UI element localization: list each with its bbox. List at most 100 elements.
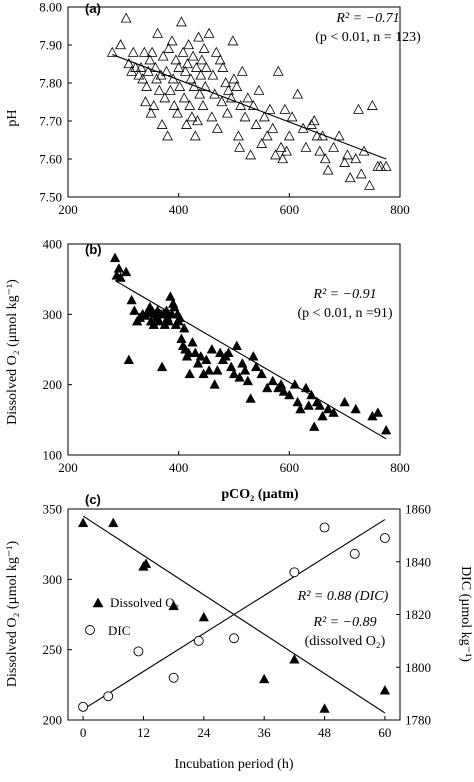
data-point bbox=[135, 61, 147, 72]
y-left-tick-label: 250 bbox=[43, 642, 63, 657]
data-point bbox=[380, 424, 392, 435]
data-point bbox=[309, 421, 320, 431]
data-point bbox=[174, 312, 185, 322]
panel-a-ticks: 200 400 600 800 7.50 7.60 7.70 7.80 7.90 8.00 bbox=[39, 0, 410, 217]
data-point bbox=[176, 16, 187, 27]
data-point bbox=[245, 393, 256, 403]
data-point bbox=[203, 365, 215, 375]
x-tick-label: 800 bbox=[390, 460, 410, 475]
data-point bbox=[306, 118, 317, 129]
dic-data-point bbox=[78, 701, 89, 712]
data-point bbox=[237, 358, 248, 368]
dic-data-point bbox=[103, 691, 114, 702]
data-point bbox=[364, 179, 375, 190]
x-tick-label: 48 bbox=[318, 725, 331, 740]
data-point bbox=[195, 69, 207, 80]
data-point bbox=[322, 164, 334, 175]
panel-c-annotation-o2-r2: R² = −0.89 bbox=[312, 615, 376, 630]
data-point bbox=[256, 137, 268, 148]
legend-o2-label: Dissolved O₂ bbox=[110, 595, 179, 610]
panel-c-xlabel: Incubation period (h) bbox=[175, 757, 294, 772]
data-point bbox=[120, 266, 132, 277]
data-point bbox=[233, 130, 244, 141]
data-point bbox=[250, 118, 262, 129]
data-point bbox=[317, 410, 328, 421]
data-point bbox=[228, 368, 240, 379]
data-point bbox=[319, 153, 331, 164]
data-point bbox=[234, 141, 245, 152]
data-point bbox=[297, 122, 309, 133]
data-point bbox=[150, 61, 161, 72]
data-point bbox=[187, 50, 199, 61]
data-point bbox=[129, 305, 140, 315]
data-point bbox=[190, 61, 202, 72]
panel-b-label: (b) bbox=[85, 242, 102, 257]
data-point bbox=[156, 118, 168, 129]
data-point bbox=[281, 145, 292, 156]
y-right-tick-label: 1840 bbox=[405, 554, 431, 569]
dic-data-point bbox=[379, 533, 390, 543]
data-point bbox=[209, 88, 221, 99]
data-point bbox=[180, 118, 192, 129]
panel-b-annotation-r2: R² = −0.91 bbox=[312, 287, 376, 302]
data-point bbox=[203, 27, 215, 38]
data-point bbox=[157, 50, 169, 61]
data-point bbox=[231, 80, 243, 91]
data-point bbox=[159, 92, 171, 103]
data-point bbox=[174, 80, 186, 91]
o2-data-point bbox=[77, 517, 89, 528]
data-point bbox=[366, 99, 378, 110]
x-tick-label: 0 bbox=[80, 725, 87, 740]
data-point bbox=[166, 35, 178, 46]
data-point bbox=[380, 160, 392, 171]
data-point bbox=[187, 336, 198, 347]
data-point bbox=[226, 361, 237, 372]
data-point bbox=[198, 42, 210, 53]
data-point bbox=[190, 347, 201, 358]
panel-a-fit-line bbox=[112, 53, 387, 160]
data-point bbox=[120, 12, 132, 23]
data-point bbox=[283, 130, 295, 141]
dic-data-point bbox=[168, 672, 179, 683]
panel-c-points bbox=[77, 517, 391, 713]
data-point bbox=[140, 96, 151, 107]
data-point bbox=[163, 315, 174, 326]
data-point bbox=[127, 46, 139, 57]
o2-data-point bbox=[289, 653, 300, 664]
data-point bbox=[115, 272, 126, 282]
y-tick-label: 300 bbox=[43, 307, 63, 322]
y-right-tick-label: 1800 bbox=[405, 660, 431, 675]
data-point bbox=[115, 39, 126, 50]
data-point bbox=[236, 65, 248, 76]
data-point bbox=[245, 149, 257, 160]
data-point bbox=[138, 46, 150, 57]
y-tick-label: 100 bbox=[43, 448, 63, 463]
data-point bbox=[223, 84, 234, 95]
dic-data-point bbox=[133, 646, 144, 657]
panel-b-ylabel: Dissolved O₂ (μmol kg⁻¹) bbox=[5, 279, 20, 425]
data-point bbox=[196, 54, 208, 65]
data-point bbox=[192, 358, 204, 368]
y-tick-label: 8.00 bbox=[39, 0, 62, 15]
data-point bbox=[235, 99, 247, 110]
data-point bbox=[259, 111, 270, 122]
data-point bbox=[165, 291, 176, 301]
data-point bbox=[267, 122, 279, 133]
data-point bbox=[270, 149, 281, 160]
data-point bbox=[228, 73, 240, 84]
panel-c-fit-line-dic bbox=[82, 519, 386, 710]
x-tick-label: 200 bbox=[58, 460, 78, 475]
y-tick-label: 7.80 bbox=[39, 76, 62, 91]
data-point bbox=[183, 347, 194, 358]
data-point bbox=[223, 347, 234, 358]
panel-c-ylabel-right: DIC (µmol kg⁻¹) bbox=[458, 566, 473, 662]
data-point bbox=[176, 333, 187, 343]
data-point bbox=[151, 73, 162, 84]
dic-data-point bbox=[349, 548, 360, 559]
data-point bbox=[162, 130, 174, 141]
data-point bbox=[264, 103, 276, 114]
data-point bbox=[156, 361, 168, 372]
y-tick-label: 200 bbox=[43, 377, 63, 392]
data-point bbox=[262, 382, 273, 393]
